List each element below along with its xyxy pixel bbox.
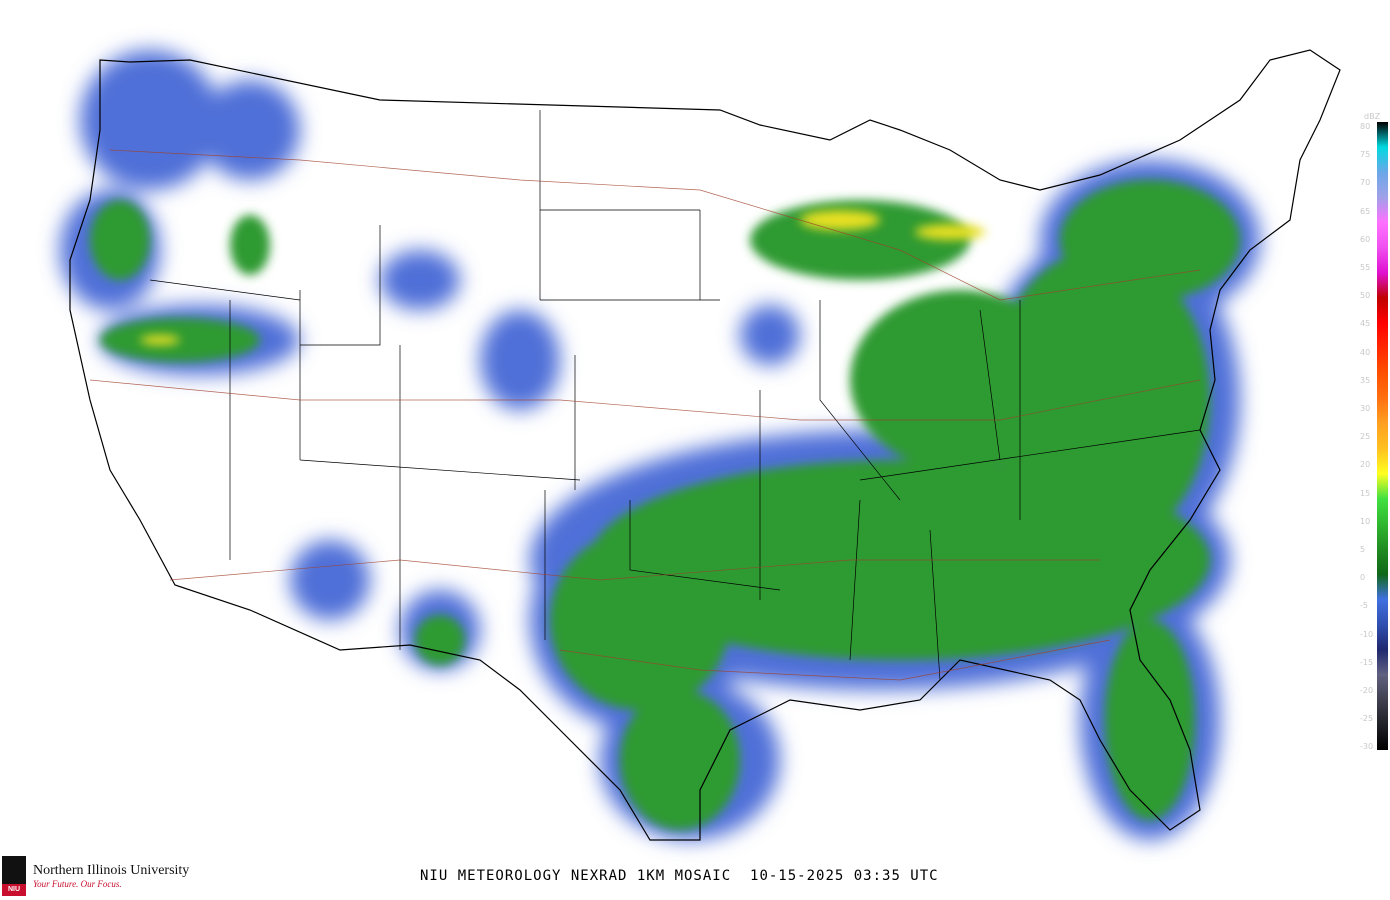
legend-tick-label: 35 — [1360, 375, 1371, 385]
legend-tick-label: -15 — [1360, 657, 1374, 667]
legend-color-bar — [1377, 122, 1388, 750]
highways — [89, 149, 1201, 681]
map-title: NIU METEOROLOGY NEXRAD 1KM MOSAIC — [420, 868, 732, 884]
niu-logo-mark: NIU — [2, 856, 26, 896]
legend-tick-label: 40 — [1360, 347, 1371, 357]
radar-echoes-moderate — [90, 180, 1240, 830]
map-caption: NIU METEOROLOGY NEXRAD 1KM MOSAIC 10-15-… — [420, 868, 939, 884]
legend-tick-label: 65 — [1360, 206, 1371, 216]
legend-tick-label: 15 — [1360, 488, 1371, 498]
legend-tick-label: -10 — [1360, 629, 1374, 639]
legend-tick-label: 50 — [1360, 291, 1371, 301]
legend-tick-label: 55 — [1360, 263, 1371, 272]
legend-tick-label: 80 — [1360, 122, 1371, 131]
state-borders — [149, 110, 1201, 681]
niu-logo: NIU Northern Illinois University Your Fu… — [2, 856, 189, 896]
legend-tick-label: -5 — [1360, 601, 1368, 611]
legend-tick-label: 45 — [1360, 319, 1371, 329]
legend-tick-label: 5 — [1360, 545, 1366, 554]
logo-tagline: Your Future. Our Focus. — [33, 879, 122, 889]
legend-tick-label: -20 — [1360, 686, 1374, 695]
legend-tick-label: -25 — [1360, 714, 1374, 724]
map-timestamp: 10-15-2025 03:35 UTC — [750, 868, 939, 884]
legend-tick-label: 0 — [1360, 573, 1366, 583]
legend-tick-label: 20 — [1360, 460, 1371, 470]
legend-tick-label: -30 — [1360, 742, 1374, 752]
legend-tick-label: 25 — [1360, 432, 1371, 442]
conus-outline — [69, 49, 1341, 841]
legend-tick-label: 10 — [1360, 516, 1371, 526]
legend-tick-label: 30 — [1360, 404, 1371, 413]
reflectivity-legend: dBZ 80 75 70 65 60 55 50 45 40 35 30 25 20 15 10 5 0 -5 -1… — [1358, 112, 1390, 758]
legend-tick-label: 70 — [1360, 178, 1371, 188]
legend-tick-label: 60 — [1360, 234, 1371, 244]
legend-unit: dBZ — [1364, 112, 1381, 121]
logo-name: Northern Illinois University — [33, 863, 190, 878]
legend-tick-label: 75 — [1360, 150, 1371, 160]
radar-echoes-heavy — [140, 210, 985, 345]
